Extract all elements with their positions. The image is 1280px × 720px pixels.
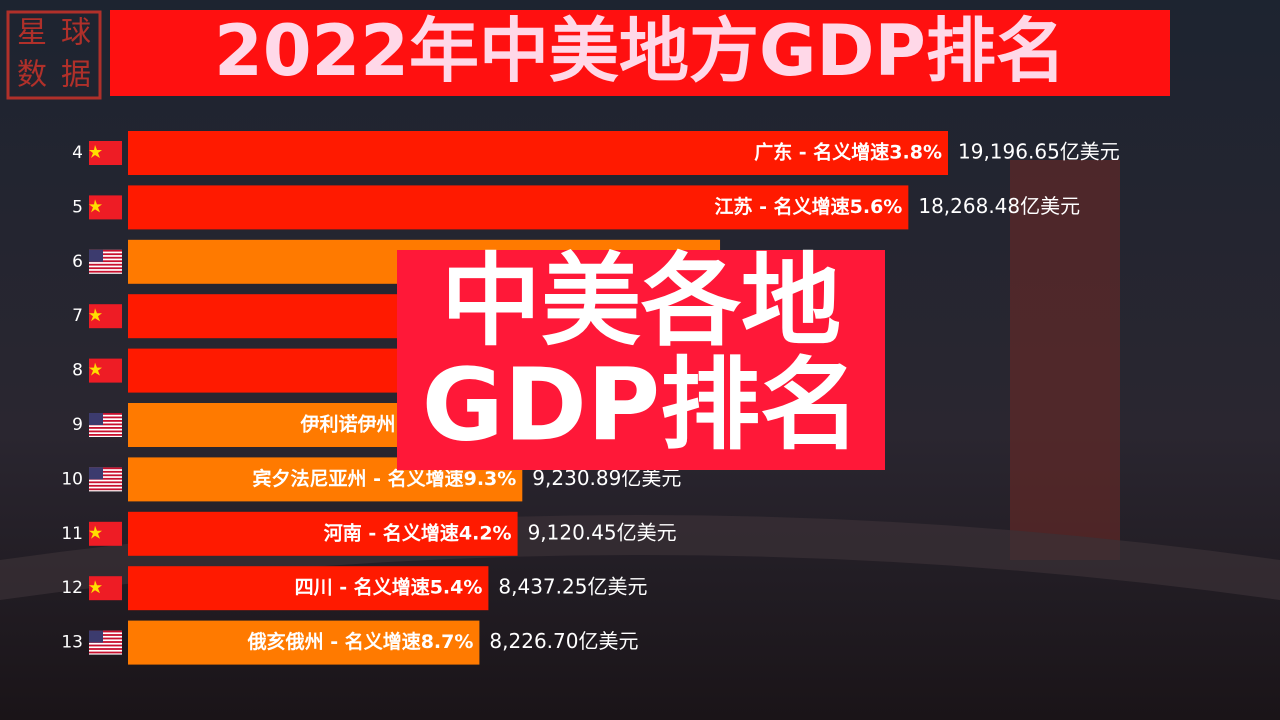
value-label: 9,120.45亿美元	[528, 520, 677, 544]
bar-label: 河南 - 名义增速4.2%	[324, 521, 512, 544]
flag-stripe	[89, 249, 122, 252]
rank-label: 13	[61, 633, 83, 653]
rank-label: 5	[72, 197, 83, 217]
rank-label: 4	[72, 143, 83, 163]
flag-stripe	[89, 260, 122, 263]
logo-char: 球	[61, 16, 91, 51]
logo-char: 数	[17, 58, 47, 93]
flag-stripe	[89, 416, 122, 419]
bar-label: 广东 - 名义增速3.8%	[754, 141, 942, 164]
chart-title: 2022年中美地方GDP排名	[214, 10, 1066, 92]
flag-stripe	[89, 267, 122, 270]
flag-stripe	[89, 470, 122, 473]
flag-star	[89, 580, 102, 594]
value-label: 8,226.70亿美元	[489, 629, 638, 653]
flag-stripe	[89, 481, 122, 484]
flag-stripe	[89, 637, 122, 640]
bar-label: 宾夕法尼亚州 - 名义增速9.3%	[252, 467, 516, 490]
overlay-text: GDP排名	[422, 346, 860, 463]
flag-stripe	[89, 430, 122, 433]
bar-label: 江苏 - 名义增速5.6%	[715, 195, 903, 218]
flag-canton	[89, 467, 103, 480]
flag-stripe	[89, 477, 122, 480]
value-label: 19,196.65亿美元	[958, 140, 1120, 164]
bar-label: 四川 - 名义增速5.4%	[295, 576, 483, 599]
overlay-box	[397, 250, 885, 470]
flag-stripe	[89, 634, 122, 636]
flag-stripe	[89, 253, 122, 256]
flag-stripe	[89, 413, 122, 415]
tower	[1010, 160, 1120, 560]
rank-label: 11	[61, 524, 83, 544]
title-box	[110, 10, 1170, 96]
rank-label: 10	[61, 469, 83, 489]
bar	[128, 131, 948, 175]
flag-stripe	[89, 488, 122, 491]
value-label: 8,437.25亿美元	[498, 575, 647, 599]
logo: 星球数据	[6, 10, 102, 100]
flag-star	[89, 145, 102, 158]
flag-canton	[89, 413, 103, 425]
flag-star	[89, 362, 102, 376]
logo-frame	[6, 10, 102, 100]
flag-stripe	[89, 630, 122, 633]
flag-stripe	[89, 420, 122, 422]
flag-star	[89, 199, 102, 213]
flag-stripe	[89, 434, 122, 436]
bar	[128, 185, 909, 230]
flag-stripe	[89, 467, 122, 470]
flag-star	[89, 308, 102, 322]
overlay: 中美各地 GDP排名	[397, 242, 885, 470]
logo-char: 星	[17, 16, 47, 51]
rank-label: 7	[72, 306, 83, 326]
flag-star	[89, 525, 102, 539]
flag-stripe	[89, 270, 122, 273]
bar	[128, 620, 480, 665]
value-label: 18,268.48亿美元	[918, 194, 1080, 218]
flag-stripe	[89, 644, 122, 647]
flag-stripe	[89, 648, 122, 650]
overlay-text: 中美各地	[441, 242, 841, 359]
rank-label: 8	[72, 361, 83, 381]
flag-stripe	[89, 474, 122, 477]
bar	[128, 511, 518, 556]
rank-label: 12	[61, 578, 83, 598]
flag-canton	[89, 630, 103, 643]
flag-stripe	[89, 651, 122, 654]
flag-stripe	[89, 427, 122, 429]
rank-label: 9	[72, 415, 83, 435]
logo-char: 据	[61, 58, 91, 93]
flag-stripe	[89, 423, 122, 426]
flag-stripe	[89, 263, 122, 266]
bar-label: 俄亥俄州 - 名义增速8.7%	[247, 630, 474, 653]
flag-stripe	[89, 256, 122, 259]
bar-label: 伊利诺伊州 -	[299, 413, 410, 436]
flag-stripe	[89, 641, 122, 643]
bar	[128, 566, 489, 611]
rank-label: 6	[72, 252, 83, 272]
flag-canton	[89, 249, 103, 262]
flag-stripe	[89, 484, 122, 487]
